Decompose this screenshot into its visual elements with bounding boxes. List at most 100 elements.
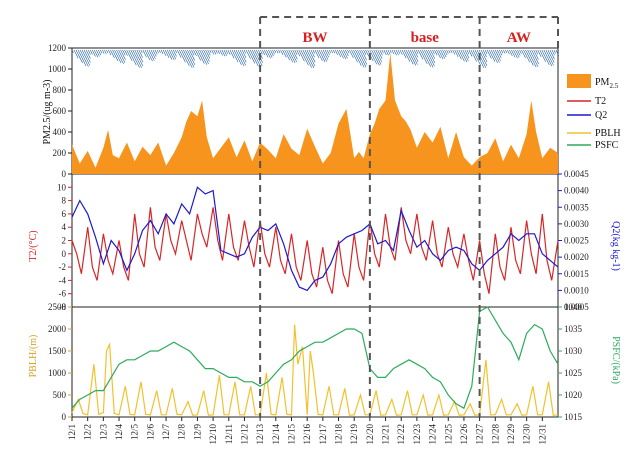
wind-barb xyxy=(345,49,349,57)
wind-barb xyxy=(100,49,103,54)
wind-barb xyxy=(527,49,537,68)
wind-barb xyxy=(492,49,500,63)
wind-barb xyxy=(442,49,447,58)
wind-barb xyxy=(302,49,313,68)
wind-barb xyxy=(537,49,542,58)
wind-barb xyxy=(472,49,481,66)
wind-barb xyxy=(395,49,399,56)
pm25-tick-label: 600 xyxy=(53,106,67,116)
x-tick-label: 12/30 xyxy=(522,424,532,445)
wind-barb xyxy=(397,49,401,54)
wind-barb xyxy=(549,49,555,60)
wind-barb xyxy=(355,49,365,68)
wind-barb xyxy=(339,49,344,59)
wind-barb xyxy=(440,49,446,59)
wind-barb xyxy=(221,49,226,57)
wind-barb xyxy=(191,49,195,56)
wind-barb xyxy=(403,49,411,62)
x-tick-label: 12/12 xyxy=(239,424,249,445)
wind-barb xyxy=(195,49,202,61)
wind-barb xyxy=(130,49,140,68)
wind-barb xyxy=(310,49,315,58)
panel-frame-2 xyxy=(71,173,559,308)
wind-barb xyxy=(87,49,91,55)
wind-barb xyxy=(298,49,305,62)
wind-barb xyxy=(108,49,112,56)
wind-barb xyxy=(511,49,516,58)
wind-barb xyxy=(349,49,354,59)
wind-barb xyxy=(160,49,164,54)
wind-barb xyxy=(89,49,93,55)
wind-barb xyxy=(120,49,126,60)
x-tick-label: 12/24 xyxy=(428,424,438,445)
wind-barb xyxy=(428,49,436,64)
wind-barb xyxy=(424,49,434,68)
wind-barb xyxy=(377,49,383,59)
wind-barb xyxy=(156,49,159,54)
t2-tick-label: 6 xyxy=(62,209,67,219)
wind-barb xyxy=(211,49,215,55)
wind-barb xyxy=(183,49,193,68)
wind-barb xyxy=(464,49,470,59)
q2-tick-label: 0.0045 xyxy=(564,169,589,179)
wind-barb xyxy=(207,49,211,56)
legend-t2-label: T2 xyxy=(595,96,606,107)
wind-barb xyxy=(239,49,247,63)
t2-tick-label: -8 xyxy=(59,302,67,312)
wind-barb xyxy=(144,49,151,61)
pm25-tick-label: 1000 xyxy=(48,64,67,74)
wind-barb xyxy=(454,49,459,57)
wind-barb xyxy=(341,49,347,60)
pm25-tick-label: 400 xyxy=(53,127,67,137)
wind-barb xyxy=(316,49,323,61)
wind-barb xyxy=(343,49,348,59)
wind-barb xyxy=(387,49,391,55)
wind-barb xyxy=(225,49,229,55)
wind-barb xyxy=(166,49,173,60)
wind-barb xyxy=(399,49,403,55)
wind-barb xyxy=(503,49,506,54)
x-tick-label: 12/4 xyxy=(114,424,124,441)
wind-barb xyxy=(363,49,367,55)
x-tick-label: 12/28 xyxy=(490,424,500,445)
period-label-bw: BW xyxy=(302,30,327,46)
wind-barb xyxy=(292,49,298,60)
wind-barb xyxy=(391,49,395,55)
wind-barb xyxy=(359,49,368,65)
wind-barb xyxy=(545,49,554,66)
x-tick-label: 12/21 xyxy=(381,424,391,445)
wind-barb xyxy=(482,49,487,58)
wind-barb xyxy=(83,49,91,63)
psfc-tick-label: 1030 xyxy=(564,346,583,356)
t2-q2-panel: -8 -6 -4 -2 0 2 4 6 8 10 0.0005 0.0010 0.0015 0.0020 0… xyxy=(57,169,589,312)
wind-barb xyxy=(517,49,521,56)
wind-barb xyxy=(284,49,290,61)
wind-barb xyxy=(150,49,156,59)
wind-barb xyxy=(146,49,153,62)
wind-barb xyxy=(260,49,263,55)
wind-barb xyxy=(237,49,246,66)
period-label-aw: AW xyxy=(507,30,531,46)
x-tick-label: 12/18 xyxy=(334,424,344,445)
q2-tick-label: 0.0030 xyxy=(564,219,589,229)
wind-barb xyxy=(553,49,556,54)
wind-barb xyxy=(409,49,418,65)
wind-barb xyxy=(104,49,107,54)
wind-barb xyxy=(347,49,350,54)
wind-barb xyxy=(529,49,539,67)
t2-tick-label: -2 xyxy=(59,262,67,272)
wind-barb xyxy=(223,49,228,56)
wind-barb xyxy=(446,49,449,54)
wind-barb xyxy=(249,49,259,67)
legend-q2-label: Q2 xyxy=(595,110,607,121)
wind-barb xyxy=(79,49,89,67)
wind-barb xyxy=(379,49,383,56)
wind-barb xyxy=(555,49,560,56)
q2-axis-title: Q2(kg kg-1) xyxy=(610,221,621,271)
wind-barb xyxy=(179,49,186,63)
wind-barb xyxy=(132,49,142,69)
wind-barb xyxy=(158,49,161,53)
pblh-tick-label: 1000 xyxy=(48,368,67,378)
t2-tick-label: 8 xyxy=(62,196,67,206)
